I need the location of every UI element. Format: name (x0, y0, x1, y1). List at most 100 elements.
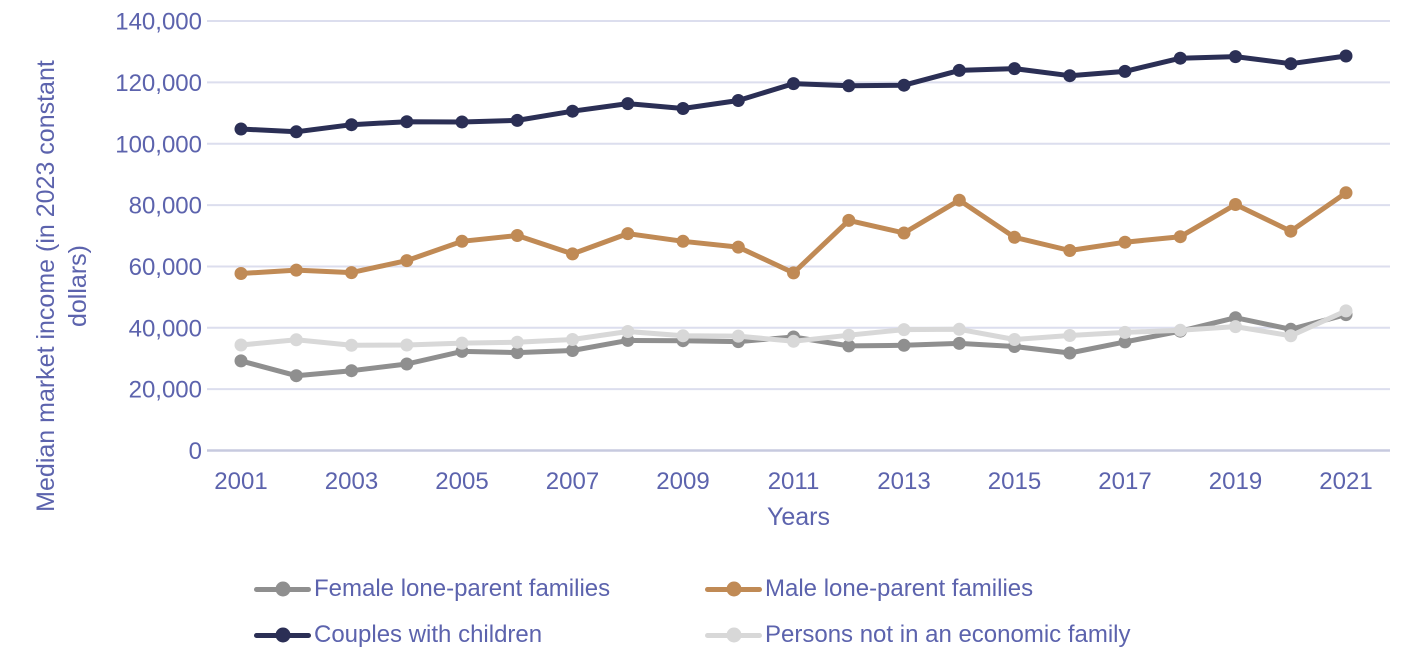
data-point-female-lone-parent-families-2012 (842, 339, 856, 353)
legend-dot-marker (275, 627, 290, 643)
data-point-couples-with-children-2015 (1008, 62, 1021, 76)
data-point-male-lone-parent-families-2015 (1008, 230, 1021, 244)
data-point-male-lone-parent-families-2005 (455, 234, 469, 248)
y-tick-label: 40,000 (129, 315, 202, 342)
data-point-male-lone-parent-families-2004 (400, 254, 414, 268)
x-axis-title: Years (766, 503, 830, 531)
data-point-couples-with-children-2021 (1339, 49, 1353, 63)
data-point-persons-not-in-an-economic-family-2004 (400, 338, 414, 352)
data-point-couples-with-children-2006 (510, 113, 524, 127)
data-point-persons-not-in-an-economic-family-2021 (1339, 304, 1353, 318)
data-point-female-lone-parent-families-2003 (345, 364, 358, 378)
data-point-couples-with-children-2007 (566, 104, 579, 118)
data-point-male-lone-parent-families-2002 (289, 263, 303, 277)
data-point-couples-with-children-2019 (1229, 50, 1242, 64)
data-point-persons-not-in-an-economic-family-2005 (455, 336, 469, 350)
y-tick-label: 100,000 (115, 131, 202, 158)
data-point-female-lone-parent-families-2007 (566, 344, 579, 357)
y-tick-label: 120,000 (115, 70, 202, 97)
data-point-persons-not-in-an-economic-family-2014 (952, 322, 966, 336)
y-tick-label: 140,000 (115, 9, 202, 36)
x-tick-label: 2017 (1098, 468, 1151, 495)
legend-item-female-lone-parent: Female lone-parent families (254, 577, 610, 601)
data-point-male-lone-parent-families-2021 (1339, 186, 1353, 200)
data-point-female-lone-parent-families-2002 (289, 369, 303, 383)
data-point-couples-with-children-2002 (289, 125, 303, 139)
legend-item-couples-with-children: Couples with children (254, 623, 542, 647)
data-point-male-lone-parent-families-2018 (1173, 230, 1187, 244)
legend-line-marker (254, 627, 311, 643)
legend-label: Persons not in an economic family (765, 621, 1131, 648)
data-point-couples-with-children-2020 (1284, 57, 1298, 71)
legend-line-marker (705, 627, 762, 643)
data-point-persons-not-in-an-economic-family-2003 (345, 338, 358, 352)
data-point-couples-with-children-2005 (455, 115, 469, 129)
data-point-couples-with-children-2003 (345, 118, 358, 132)
x-tick-label: 2019 (1209, 468, 1262, 495)
y-axis-title: Median market income (in 2023 constant d… (30, 0, 96, 586)
data-point-persons-not-in-an-economic-family-2018 (1173, 323, 1187, 337)
x-tick-label: 2021 (1319, 468, 1372, 495)
legend-item-persons-not-in-economic-family: Persons not in an economic family (705, 623, 1131, 647)
data-point-male-lone-parent-families-2019 (1229, 198, 1242, 211)
data-point-persons-not-in-an-economic-family-2016 (1063, 329, 1077, 342)
x-tick-label: 2001 (214, 468, 267, 495)
data-point-male-lone-parent-families-2017 (1118, 235, 1132, 249)
legend-label: Female lone-parent families (314, 575, 611, 602)
data-point-persons-not-in-an-economic-family-2002 (289, 333, 303, 347)
data-point-persons-not-in-an-economic-family-2020 (1284, 329, 1298, 343)
data-point-couples-with-children-2014 (952, 63, 966, 77)
data-point-male-lone-parent-families-2012 (842, 213, 856, 227)
data-point-couples-with-children-2010 (731, 94, 745, 107)
data-point-female-lone-parent-families-2001 (234, 354, 248, 368)
data-point-couples-with-children-2008 (621, 97, 635, 111)
data-point-female-lone-parent-families-2014 (952, 336, 966, 350)
data-point-female-lone-parent-families-2016 (1063, 346, 1077, 360)
data-point-persons-not-in-an-economic-family-2015 (1008, 333, 1021, 346)
data-point-female-lone-parent-families-2004 (400, 357, 414, 371)
data-point-female-lone-parent-families-2019 (1229, 311, 1242, 325)
data-point-persons-not-in-an-economic-family-2001 (234, 338, 248, 352)
x-tick-label: 2005 (435, 468, 488, 495)
data-point-couples-with-children-2017 (1118, 64, 1132, 78)
legend-label: Couples with children (314, 621, 543, 648)
data-point-persons-not-in-an-economic-family-2007 (566, 333, 579, 346)
data-point-male-lone-parent-families-2003 (345, 266, 358, 280)
y-tick-label: 0 (189, 438, 202, 465)
y-axis-title-line-1: Median market income (in 2023 constant (32, 60, 60, 512)
data-point-couples-with-children-2011 (787, 77, 800, 91)
data-point-male-lone-parent-families-2009 (676, 234, 690, 248)
data-point-female-lone-parent-families-2006 (510, 346, 524, 360)
data-point-female-lone-parent-families-2017 (1118, 335, 1132, 349)
data-point-couples-with-children-2009 (676, 102, 690, 115)
data-point-male-lone-parent-families-2007 (566, 247, 579, 261)
data-point-male-lone-parent-families-2011 (787, 266, 800, 280)
data-point-persons-not-in-an-economic-family-2017 (1118, 325, 1132, 339)
data-point-couples-with-children-2004 (400, 115, 414, 129)
x-tick-label: 2007 (546, 468, 599, 495)
y-axis-title-line-2: dollars) (64, 245, 92, 327)
data-point-persons-not-in-an-economic-family-2019 (1229, 320, 1242, 334)
data-point-male-lone-parent-families-2010 (731, 240, 745, 254)
data-point-persons-not-in-an-economic-family-2009 (676, 329, 690, 343)
y-tick-label: 80,000 (129, 193, 202, 220)
legend-dot-marker (275, 581, 290, 597)
legend-line-marker (254, 581, 311, 597)
line-chart-plot-area: 0 20,000 40,000 60,000 80,000 100,000 120,000 1… (115, 9, 1390, 495)
data-point-persons-not-in-an-economic-family-2013 (897, 323, 911, 337)
data-point-female-lone-parent-families-2008 (621, 333, 635, 347)
y-tick-label: 60,000 (129, 254, 202, 281)
legend-item-male-lone-parent: Male lone-parent families (705, 577, 1033, 601)
data-point-male-lone-parent-families-2006 (510, 229, 524, 242)
x-tick-label: 2015 (988, 468, 1041, 495)
data-point-couples-with-children-2016 (1063, 69, 1077, 83)
data-point-male-lone-parent-families-2001 (234, 267, 248, 280)
x-tick-label: 2013 (877, 468, 930, 495)
x-tick-label: 2011 (768, 468, 820, 495)
legend-dot-marker (726, 627, 741, 643)
legend-dot-marker (726, 581, 741, 597)
data-point-persons-not-in-an-economic-family-2012 (842, 328, 856, 342)
data-point-persons-not-in-an-economic-family-2008 (621, 325, 635, 338)
data-point-male-lone-parent-families-2014 (952, 193, 966, 207)
